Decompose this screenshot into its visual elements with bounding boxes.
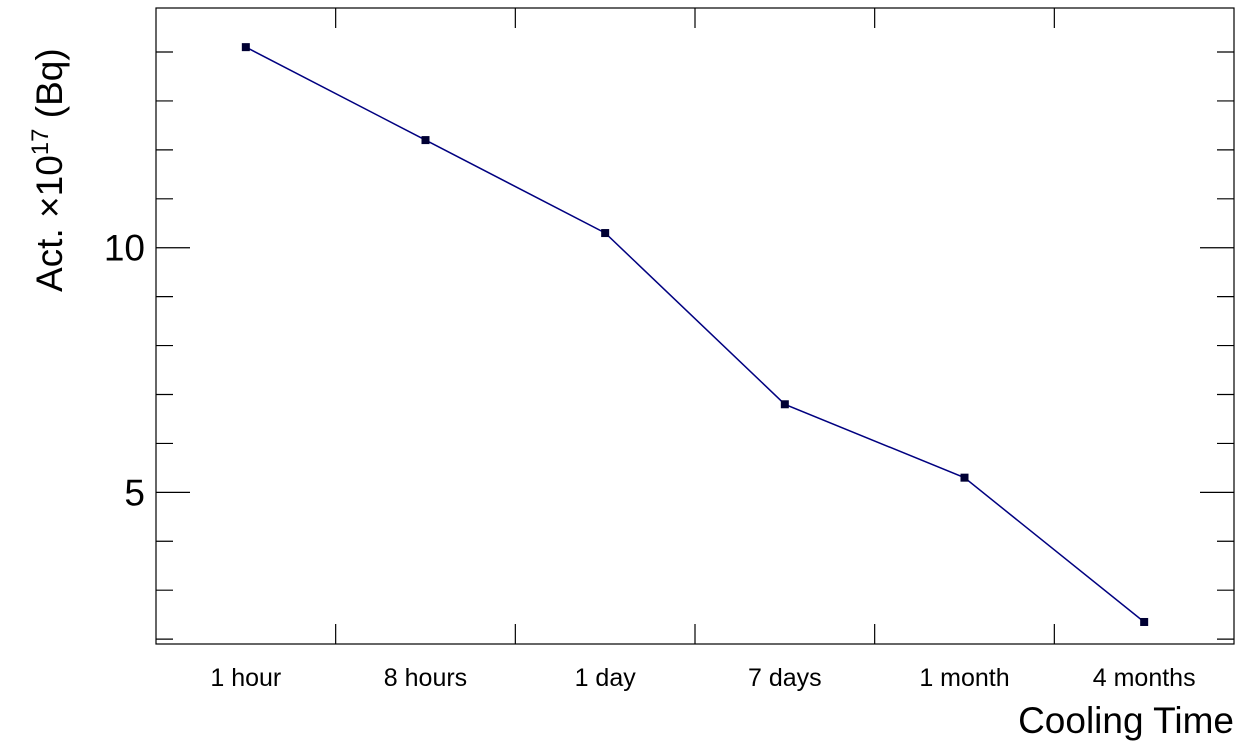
x-tick-label: 1 month — [919, 664, 1009, 692]
data-point — [241, 43, 250, 52]
y-axis-title-suffix: (Bq) — [29, 48, 70, 128]
x-tick-label: 1 day — [575, 664, 637, 692]
x-axis-title: Cooling Time — [1018, 700, 1234, 741]
series-group — [241, 43, 1149, 626]
data-point — [1140, 617, 1149, 626]
y-axis-tick-labels: 5 10 — [104, 228, 145, 514]
x-axis-ticks — [335, 8, 1055, 644]
x-tick-label: 1 hour — [210, 664, 281, 692]
y-axis-title-exponent: 17 — [27, 129, 54, 156]
y-tick-label: 10 — [104, 228, 145, 269]
data-point — [960, 473, 969, 482]
x-axis-tick-labels: 1 hour 8 hours 1 day 7 days 1 month 4 months — [210, 664, 1195, 692]
y-axis-ticks — [156, 51, 1234, 640]
x-tick-label: 8 hours — [384, 664, 467, 692]
x-tick-label: 7 days — [748, 664, 822, 692]
y-axis-title-prefix: Act. ×10 — [29, 155, 70, 292]
series-line — [245, 46, 1145, 623]
data-point — [780, 400, 789, 409]
data-point — [421, 136, 430, 145]
data-point — [601, 229, 610, 238]
plot-frame — [155, 7, 1235, 645]
x-tick-label: 4 months — [1093, 664, 1196, 692]
y-axis-title: Act. ×1017 (Bq) — [27, 48, 70, 292]
y-tick-label: 5 — [124, 472, 145, 513]
